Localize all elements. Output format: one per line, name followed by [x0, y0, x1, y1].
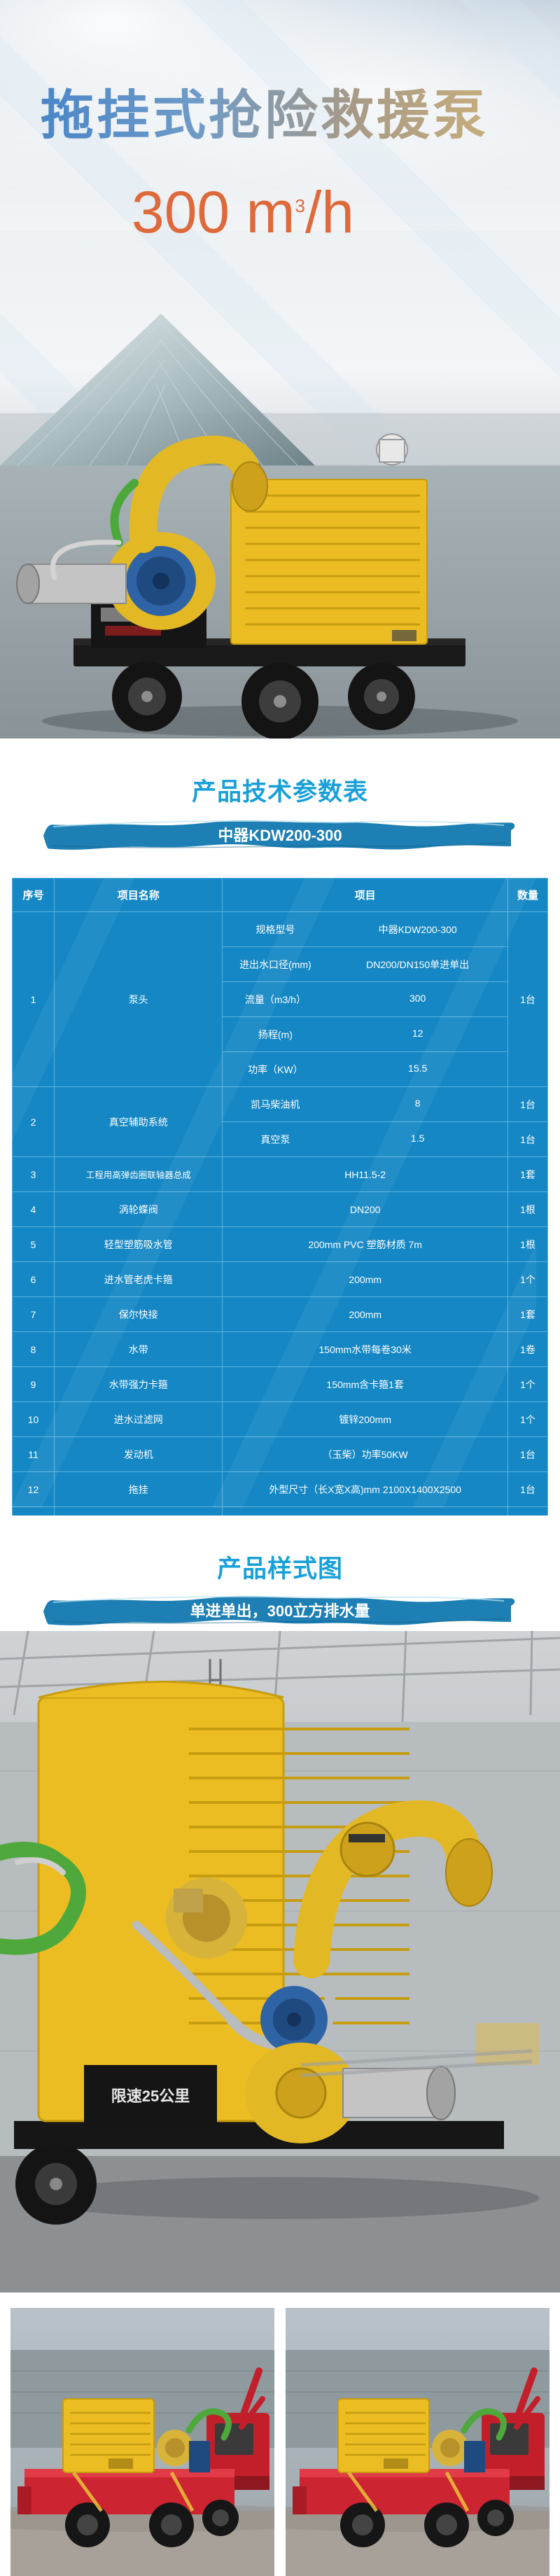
svg-text:限速25公里: 限速25公里	[111, 2087, 190, 2105]
